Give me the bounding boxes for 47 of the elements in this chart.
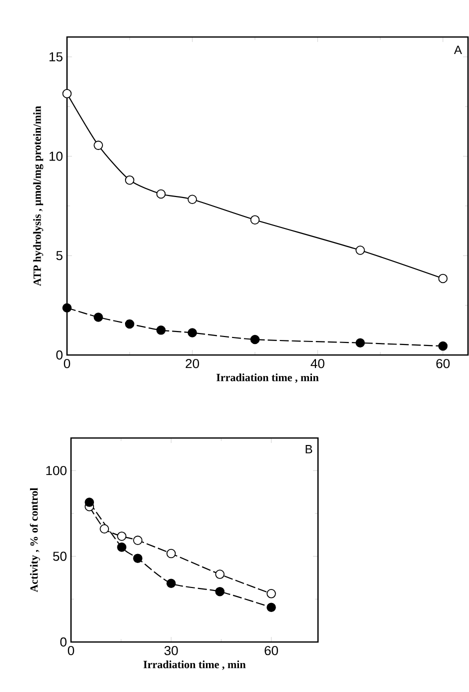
y-tick-label: 100 — [46, 466, 67, 476]
x-tick-label: 0 — [68, 646, 74, 656]
point — [356, 338, 365, 348]
point — [84, 498, 94, 507]
point — [438, 274, 448, 284]
point — [438, 341, 448, 351]
y-axis-title: Activity , % of control — [30, 488, 40, 592]
y-tick-label: 50 — [53, 552, 67, 561]
point — [215, 586, 225, 596]
point — [215, 570, 225, 579]
point — [156, 326, 166, 335]
point — [100, 524, 110, 534]
x-tick-label: 60 — [264, 646, 278, 656]
x-tick-label: 30 — [164, 646, 178, 656]
point — [94, 312, 103, 322]
point — [125, 319, 134, 329]
point — [188, 194, 197, 204]
point — [117, 532, 126, 541]
point — [117, 542, 126, 552]
point — [133, 554, 142, 563]
point — [133, 536, 142, 545]
chart-title: B — [306, 445, 312, 454]
y-tick-label: 15 — [50, 52, 62, 62]
x-axis-title: Irradiation time , min — [144, 660, 246, 670]
y-tick-label: 0 — [56, 350, 63, 360]
x-tick-label: 20 — [186, 358, 200, 368]
point — [266, 602, 276, 612]
point — [62, 88, 72, 98]
point — [356, 246, 365, 255]
point — [62, 303, 72, 313]
y-tick-label: 10 — [50, 152, 63, 161]
point — [188, 328, 197, 338]
point — [94, 140, 103, 150]
y-tick-label: 0 — [60, 637, 67, 647]
point — [250, 215, 260, 224]
text: A — [454, 46, 462, 54]
x-axis-title: Irradiation time , min — [216, 374, 319, 383]
x-tick-label: 60 — [436, 358, 450, 368]
y-axis-title: ATP hydrolysis , µmol/mg protein/min — [33, 106, 44, 286]
point — [166, 548, 176, 558]
y-tick-label: 5 — [56, 251, 62, 260]
x-tick-label: 40 — [310, 358, 324, 368]
point — [125, 175, 134, 185]
point — [156, 189, 166, 199]
point — [250, 334, 260, 344]
point — [166, 578, 176, 588]
point — [266, 589, 276, 598]
